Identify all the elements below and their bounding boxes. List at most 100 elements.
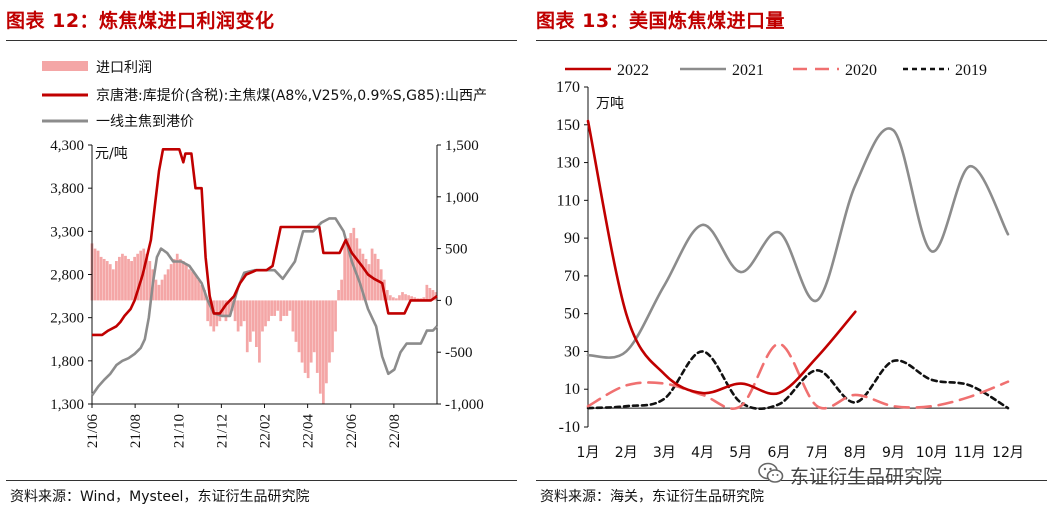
profit-bar-72 [309,300,313,363]
right-y-tick-label-4: 1,000 [445,190,479,206]
profit-bar-70 [303,300,307,373]
left-title-rule [6,40,517,41]
profit-bar-65 [288,300,292,311]
right-chart-panel: 图表 13：美国炼焦煤进口量 2022 2021 2020 2019 万吨 -10 10 30… [530,0,1053,524]
legend-label-2019: 2019 [955,62,987,79]
left-chart-canvas: 进口利润京唐港:库提价(含税):主焦煤(A8%,V25%,0.9%S,G85):… [42,60,487,449]
legend-label-2020: 2020 [845,62,877,79]
legend-label-2022: 2022 [617,62,649,79]
profit-bar-56 [261,300,264,332]
profit-bar-82 [340,279,343,301]
profit-bar-22 [157,284,161,301]
profit-bar-31 [184,264,188,301]
x-tick-label-6: 22/06 [344,414,360,449]
legend-label-jingtang: 京唐港:库提价(含税):主焦煤(A8%,V25%,0.9%S,G85):山西产 [96,87,487,104]
profit-bar-2 [96,250,100,301]
profit-bar-16 [139,250,143,301]
right-y-tick-label-5: 90 [564,230,580,247]
profit-bar-73 [312,300,316,353]
profit-bar-85 [349,233,353,301]
right-y-tick-label-1: -500 [445,345,473,361]
month-label-6: 7月 [806,445,829,461]
profit-bar-45 [227,300,231,316]
right-chart-canvas: 2022 2021 2020 2019 万吨 -10 10 30 50 70 90 110 130 150… [556,62,1024,461]
right-y-tick-label-9: 170 [556,79,580,96]
profit-bar-91 [367,264,371,301]
profit-bar-87 [355,238,359,301]
month-label-7: 8月 [844,445,867,461]
profit-bar-47 [233,300,237,322]
profit-bar-83 [343,243,347,301]
right-y-tick-label-2: 0 [445,293,453,309]
left-y-tick-label-4: 3,300 [50,224,84,240]
profit-bar-19 [148,261,152,301]
left-source-rule [6,480,517,481]
profit-bar-49 [239,300,243,327]
profit-bar-110 [425,284,429,301]
watermark-text: 东证衍生品研究院 [790,466,943,488]
profit-bar-34 [194,274,197,301]
profit-bar-89 [361,253,365,301]
right-y-tick-label-4: 70 [564,268,580,285]
month-label-0: 1月 [577,445,600,461]
profit-bar-50 [242,300,246,322]
profit-bar-95 [379,269,383,301]
right-unit-label: 万吨 [596,96,624,112]
profit-bar-77 [325,300,328,384]
month-label-9: 10月 [916,445,948,461]
right-y-tick-label-1: 10 [564,381,580,398]
profit-bar-74 [315,300,319,373]
profit-bar-69 [300,300,304,363]
x-tick-label-2: 21/10 [171,414,187,448]
profit-bar-58 [267,300,270,322]
profit-bar-7 [111,269,115,301]
profit-bar-6 [108,264,112,301]
left-chart-panel: 图表 12：炼焦煤进口利润变化 进口利润京唐港:库提价(含税):主焦煤(A8%,… [0,0,523,524]
profit-bar-101 [398,295,401,301]
left-source-note: 资料来源：Wind，Mysteel，东证衍生品研究院 [10,489,310,505]
profit-bar-112 [431,290,435,301]
right-y-tick-label-6: 110 [557,192,580,209]
x-tick-label-0: 21/06 [85,414,101,449]
profit-bar-18 [145,253,149,301]
profit-bar-30 [181,261,185,301]
series-line-2020 [586,342,1010,410]
month-label-3: 4月 [691,445,714,461]
left-y-tick-label-1: 1,800 [50,354,84,370]
profit-bar-93 [373,253,377,301]
right-y-tick-label-3: 500 [445,242,468,258]
profit-bar-57 [264,300,267,327]
profit-bar-59 [270,300,273,316]
left-y-tick-label-5: 3,800 [50,181,84,197]
profit-bar-33 [191,271,194,301]
profit-bar-21 [154,279,158,301]
right-y-tick-label-3: 50 [564,306,580,323]
legend-label-profit: 进口利润 [96,60,152,76]
profit-bar-24 [163,274,167,301]
profit-bar-15 [136,253,140,301]
month-label-8: 9月 [882,445,905,461]
x-tick-label-4: 22/02 [258,414,274,448]
profit-bar-9 [118,256,121,301]
legend-swatch-profit-bar [42,61,88,71]
series-line-2021 [586,127,1010,359]
profit-bar-32 [188,269,191,301]
profit-bar-105 [410,296,414,301]
left-y-tick-label-3: 2,800 [50,268,84,284]
profit-bar-53 [251,300,255,332]
left-y-tick-label-6: 4,300 [50,138,84,154]
left-chart-title: 图表 12：炼焦煤进口利润变化 [6,10,275,32]
profit-bar-42 [218,300,222,322]
profit-bar-100 [395,298,398,301]
series-line-2022 [586,119,857,396]
profit-bar-78 [328,300,331,363]
profit-bar-99 [391,297,395,301]
profit-bar-67 [294,300,298,342]
right-source-rule [536,480,1047,481]
right-y-tick-label-7: 130 [556,155,580,172]
profit-bar-48 [236,300,240,332]
profit-bar-23 [160,279,164,301]
profit-bar-38 [206,300,210,322]
profit-bar-103 [404,294,407,301]
wechat-icon [758,462,784,483]
